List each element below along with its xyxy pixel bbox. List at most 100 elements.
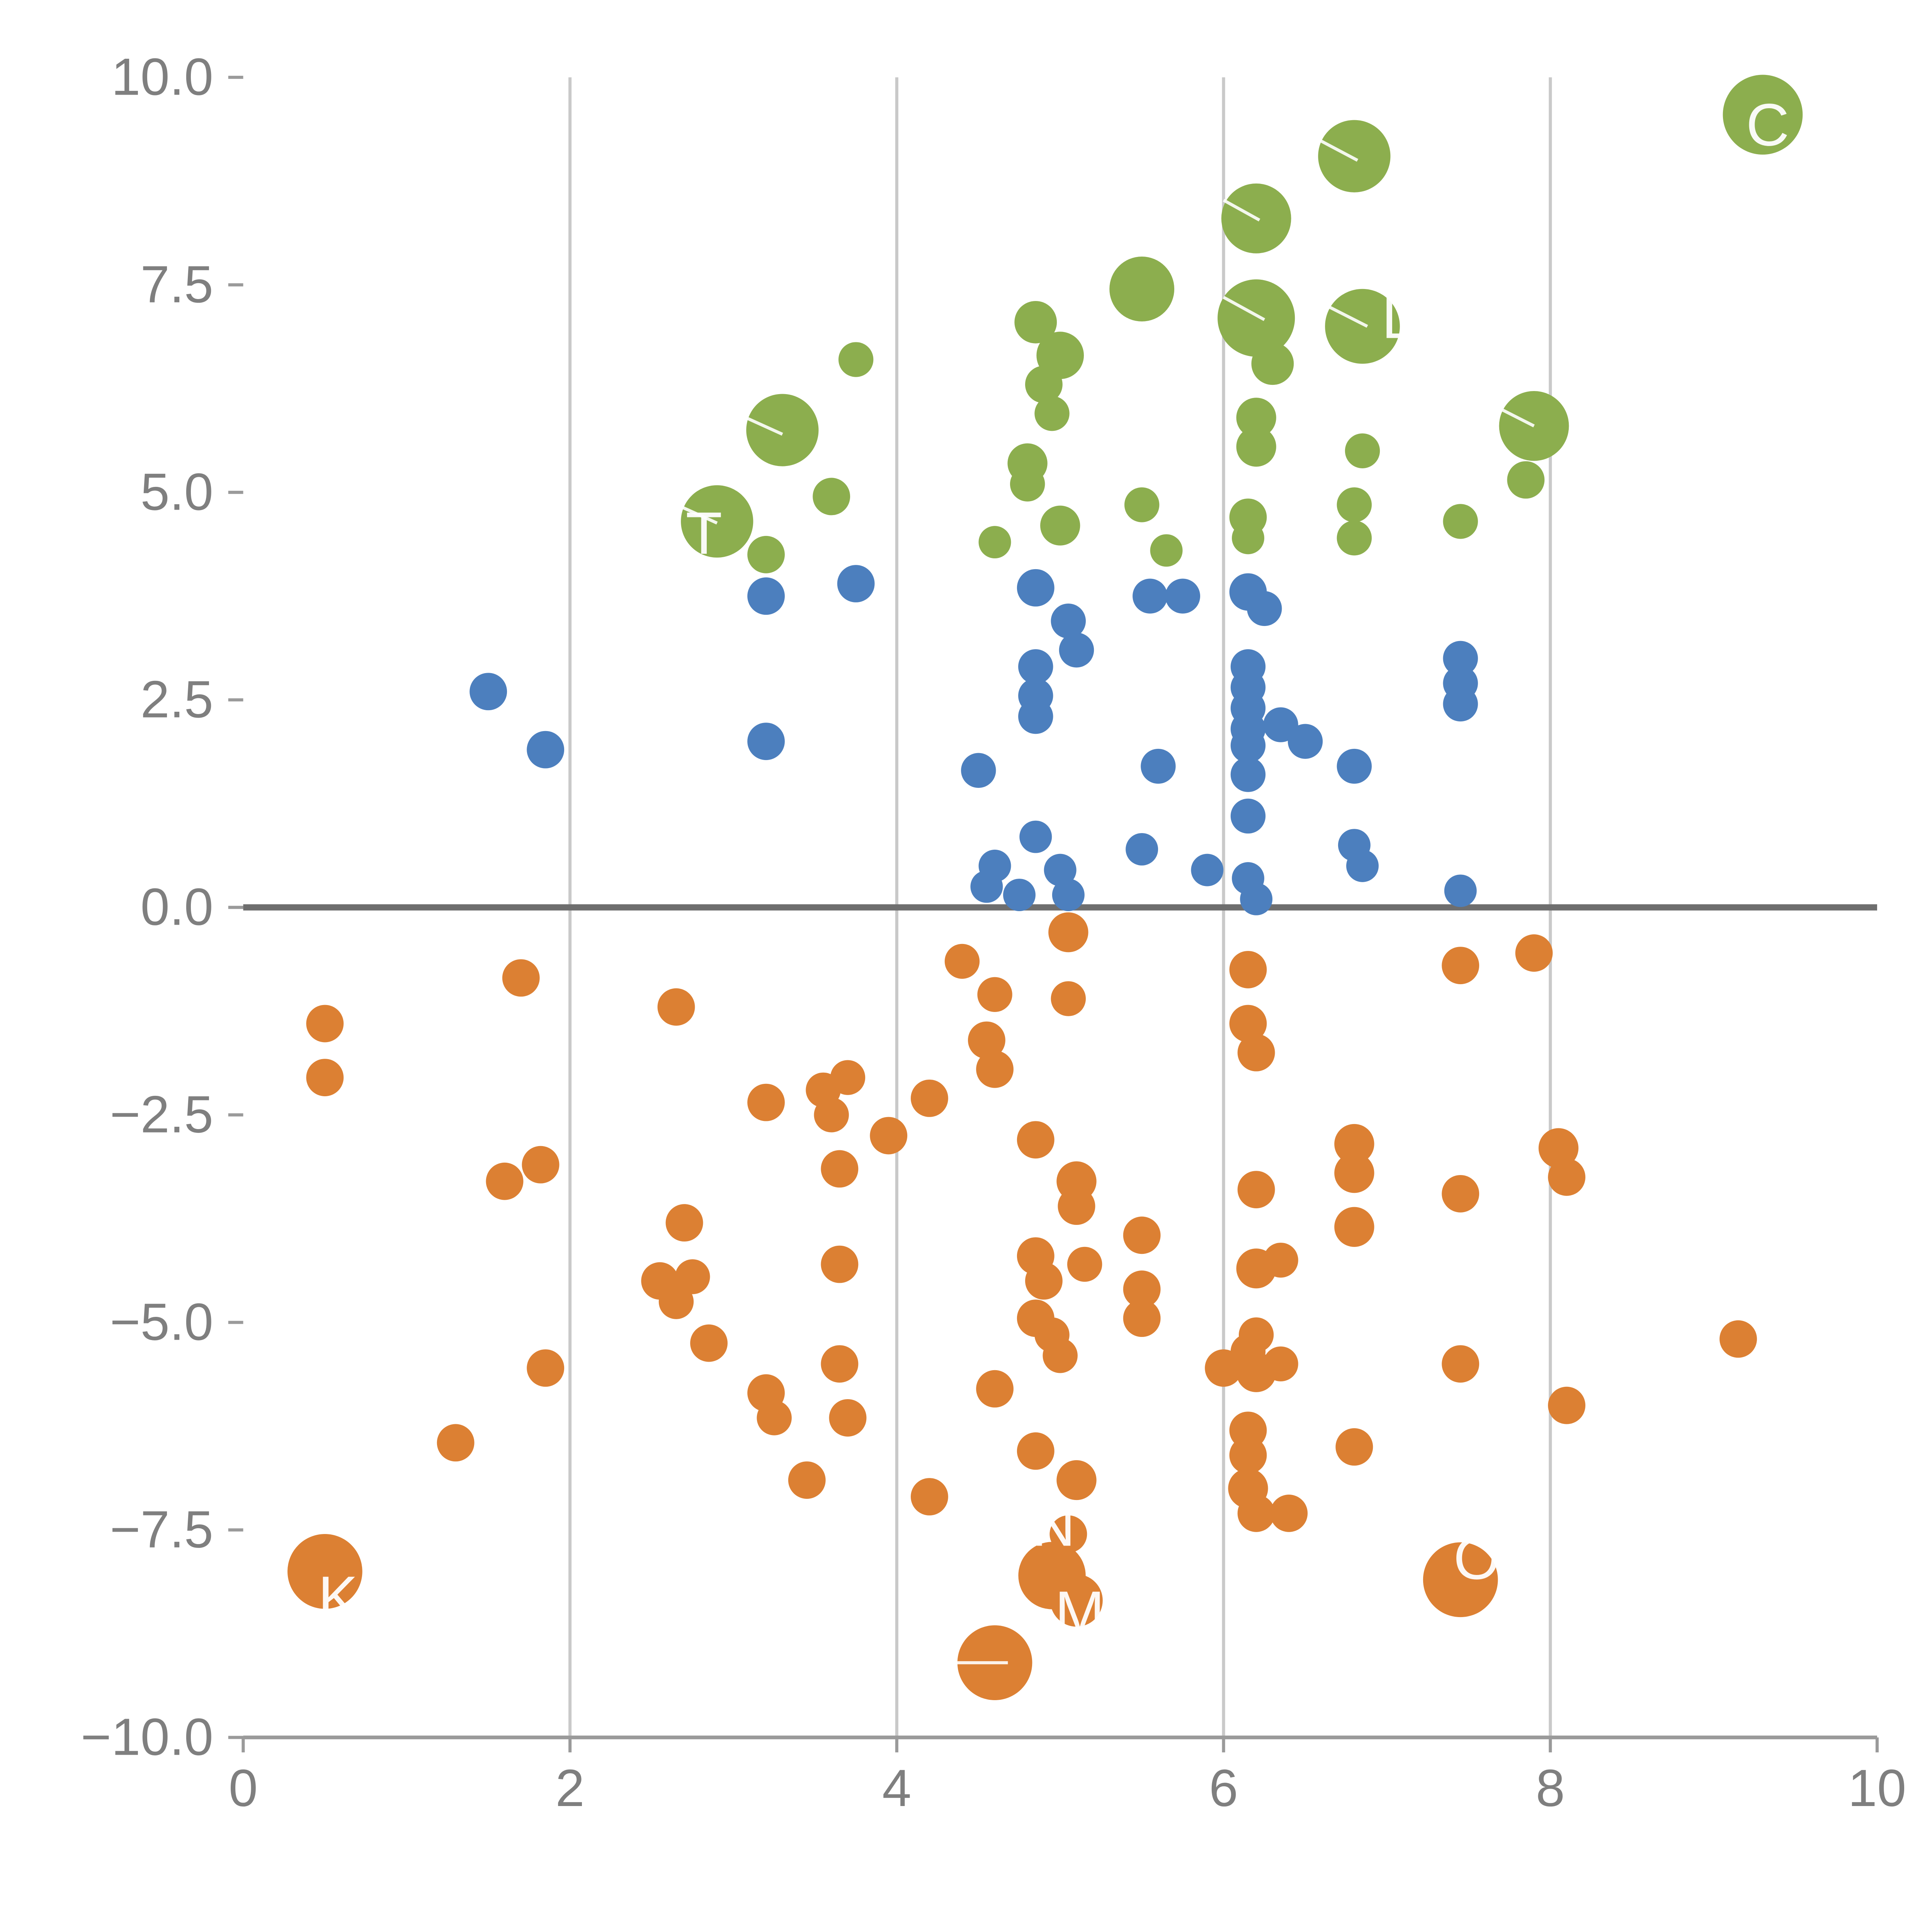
data-point-orange-cluster [911, 1079, 948, 1117]
data-point-blue-cluster [1126, 833, 1158, 866]
data-point-blue-cluster [1230, 728, 1266, 763]
data-point-blue-cluster [1443, 641, 1478, 676]
data-point-orange-cluster [675, 1259, 710, 1294]
data-point-orange-cluster [1442, 1345, 1480, 1383]
data-point-blue-cluster [1240, 883, 1273, 915]
y-tick-label: −2.5 [110, 1085, 213, 1144]
point-label: C [1746, 91, 1789, 158]
data-point-orange-cluster [1229, 1436, 1267, 1474]
data-point-orange-cluster [522, 1146, 560, 1184]
data-point-orange-cluster [1237, 1171, 1275, 1209]
data-point-blue-cluster [1003, 879, 1036, 912]
data-point-green-cluster [1150, 534, 1183, 567]
label-leader-line [1497, 406, 1535, 427]
y-tick-label: 2.5 [141, 670, 213, 728]
point-label: K [318, 1564, 358, 1631]
data-point-green-cluster [1236, 398, 1276, 438]
data-point-blue-cluster [1059, 633, 1094, 668]
x-tick-label: 6 [1209, 1759, 1238, 1817]
data-point-green-cluster [1318, 120, 1391, 192]
data-point-green-cluster [1232, 522, 1264, 554]
data-point-orange-cluster [1067, 1247, 1102, 1282]
data-point-orange-cluster [657, 988, 695, 1026]
data-point-blue-cluster [1044, 854, 1077, 886]
data-point-orange-cluster [1334, 1153, 1374, 1193]
data-point-orange-cluster [977, 977, 1012, 1012]
data-point-green-cluster [746, 394, 819, 466]
data-point-blue-cluster [1287, 724, 1323, 759]
label-leader-line [736, 412, 783, 436]
data-point-orange-cluster [287, 1534, 362, 1609]
data-point-green-cluster [1034, 396, 1070, 431]
data-point-orange-cluster [1548, 1386, 1585, 1424]
label-leader-line [1223, 296, 1265, 321]
data-point-green-cluster [1499, 391, 1569, 461]
point-label: UM [903, 284, 996, 351]
data-point-blue-cluster [837, 565, 875, 602]
data-point-orange-cluster [1048, 912, 1088, 952]
data-point-blue-cluster [1230, 757, 1266, 792]
data-point-green-cluster [1345, 433, 1380, 468]
data-point-orange-cluster [1334, 1124, 1374, 1164]
data-point-green-cluster [1109, 256, 1175, 321]
data-point-blue-cluster [1018, 699, 1053, 734]
data-point-orange-cluster [486, 1162, 524, 1200]
leader-lines-group [670, 138, 1535, 1665]
label-leader-line [1223, 199, 1260, 222]
data-point-orange-cluster [747, 1083, 785, 1121]
y-tick-label: −10.0 [81, 1708, 213, 1766]
data-point-green-cluster [1325, 289, 1400, 364]
point-label: M [1055, 1579, 1105, 1646]
data-point-green-cluster [1251, 342, 1294, 385]
data-point-green-cluster [747, 536, 785, 573]
label-leader-line [670, 501, 718, 525]
data-point-blue-cluster [1052, 879, 1085, 912]
data-point-orange-cluster [821, 1345, 859, 1383]
data-point-orange-cluster [1270, 1495, 1308, 1532]
data-point-orange-cluster [1442, 1175, 1480, 1213]
point-label: BNT [992, 1492, 1112, 1558]
data-point-orange-cluster [1056, 1460, 1097, 1500]
data-point-blue-cluster [747, 723, 785, 760]
data-point-green-cluster [1337, 487, 1372, 522]
data-point-orange-cluster [821, 1150, 859, 1188]
data-point-orange-cluster [1334, 1207, 1374, 1247]
data-point-blue-cluster [1230, 798, 1266, 834]
data-point-orange-cluster [1123, 1270, 1161, 1308]
x-tick-label: 8 [1536, 1759, 1565, 1817]
data-point-green-cluster [1507, 461, 1545, 499]
x-tick-label: 0 [229, 1759, 258, 1817]
data-point-orange-cluster [658, 1284, 694, 1319]
data-point-orange-cluster [1051, 981, 1086, 1016]
data-point-orange-cluster [1515, 934, 1553, 972]
data-point-orange-cluster [1237, 1034, 1275, 1071]
data-point-orange-cluster [830, 1060, 866, 1095]
data-point-blue-cluster [1443, 686, 1478, 722]
data-point-orange-cluster [1229, 951, 1267, 988]
data-point-orange-cluster [1335, 1428, 1373, 1466]
y-tick-label: 0.0 [141, 877, 213, 936]
data-point-blue-cluster [1337, 748, 1372, 784]
data-point-orange-cluster [527, 1349, 565, 1387]
data-point-orange-cluster [665, 1204, 703, 1242]
data-point-orange-cluster [690, 1324, 728, 1362]
data-point-orange-cluster [306, 1059, 344, 1097]
data-point-blue-cluster [1017, 569, 1054, 607]
data-point-orange-cluster [306, 1005, 344, 1043]
data-point-orange-cluster [821, 1245, 859, 1283]
data-point-blue-cluster [527, 731, 565, 769]
data-point-blue-cluster [1247, 591, 1282, 626]
y-tick-label: −5.0 [110, 1293, 213, 1351]
data-point-green-cluster [1040, 505, 1080, 546]
data-point-orange-cluster [829, 1399, 867, 1437]
data-point-orange-cluster [1025, 1262, 1063, 1300]
annotations-group: UM D C T BNT M K O [318, 91, 1789, 1646]
data-point-blue-cluster [1263, 707, 1298, 742]
data-point-orange-cluster [1017, 1121, 1054, 1159]
data-point-blue-cluster [970, 870, 1003, 903]
data-point-green-cluster [1218, 279, 1295, 357]
data-point-green-cluster [1337, 520, 1372, 556]
y-tick-label: −7.5 [110, 1500, 213, 1559]
data-point-orange-cluster [1238, 1317, 1274, 1352]
